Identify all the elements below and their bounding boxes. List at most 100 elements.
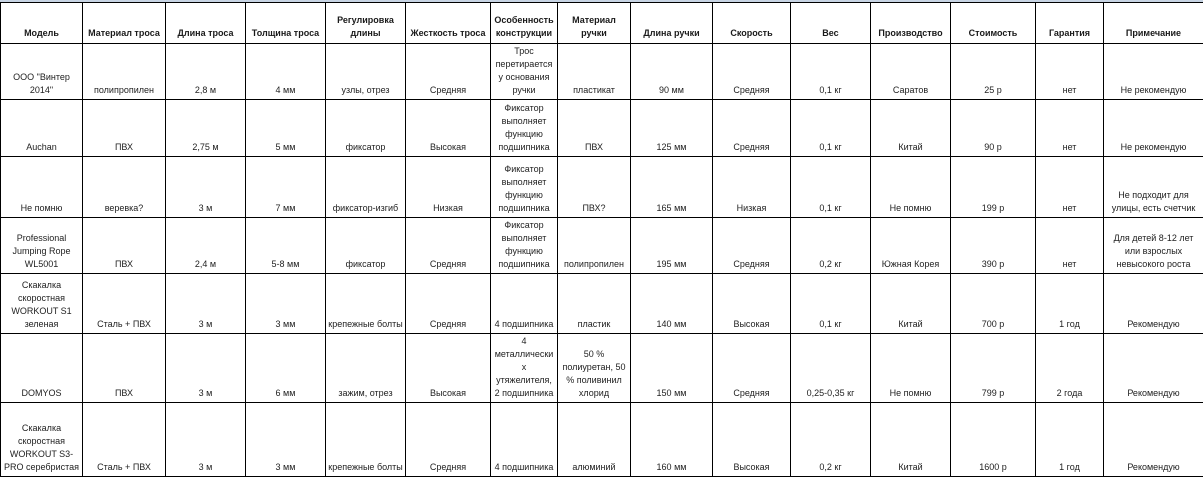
column-header-note[interactable]: Примечание <box>1104 3 1203 44</box>
cell-rope-thickness[interactable]: 4 мм <box>246 44 326 100</box>
column-header-cost[interactable]: Стоимость <box>951 3 1036 44</box>
cell-weight[interactable]: 0,1 кг <box>791 157 871 218</box>
cell-production[interactable]: Не помню <box>871 157 951 218</box>
cell-cost[interactable]: 390 р <box>951 218 1036 274</box>
column-header-weight[interactable]: Вес <box>791 3 871 44</box>
cell-handle-material[interactable]: алюминий <box>558 403 631 477</box>
cell-note[interactable]: Не подходит для улицы, есть счетчик <box>1104 157 1203 218</box>
column-header-length-adjustment[interactable]: Регулировка длины <box>326 3 406 44</box>
cell-rope-material[interactable]: полипропилен <box>83 44 166 100</box>
cell-speed[interactable]: Средняя <box>713 334 791 403</box>
cell-production[interactable]: Китай <box>871 100 951 157</box>
cell-length-adjustment[interactable]: фиксатор <box>326 100 406 157</box>
cell-warranty[interactable]: 2 года <box>1036 334 1104 403</box>
cell-construction-feature[interactable]: 4 подшипника <box>491 274 558 334</box>
cell-rope-stiffness[interactable]: Низкая <box>406 157 491 218</box>
cell-speed[interactable]: Низкая <box>713 157 791 218</box>
cell-length-adjustment[interactable]: фиксатор-изгиб <box>326 157 406 218</box>
cell-weight[interactable]: 0,1 кг <box>791 274 871 334</box>
cell-handle-material[interactable]: ПВХ? <box>558 157 631 218</box>
cell-note[interactable]: Для детей 8-12 лет или взрослых невысоко… <box>1104 218 1203 274</box>
cell-handle-material[interactable]: полипропилен <box>558 218 631 274</box>
cell-model[interactable]: DOMYOS <box>1 334 83 403</box>
cell-speed[interactable]: Средняя <box>713 44 791 100</box>
cell-handle-length[interactable]: 160 мм <box>631 403 713 477</box>
cell-handle-length[interactable]: 195 мм <box>631 218 713 274</box>
cell-construction-feature[interactable]: Фиксатор выполняет функцию подшипника <box>491 218 558 274</box>
cell-length-adjustment[interactable]: фиксатор <box>326 218 406 274</box>
column-header-production[interactable]: Производство <box>871 3 951 44</box>
cell-model[interactable]: Не помню <box>1 157 83 218</box>
cell-handle-length[interactable]: 165 мм <box>631 157 713 218</box>
cell-rope-stiffness[interactable]: Средняя <box>406 403 491 477</box>
cell-rope-material[interactable]: ПВХ <box>83 218 166 274</box>
cell-production[interactable]: Южная Корея <box>871 218 951 274</box>
cell-handle-length[interactable]: 125 мм <box>631 100 713 157</box>
cell-handle-material[interactable]: ПВХ <box>558 100 631 157</box>
cell-rope-thickness[interactable]: 7 мм <box>246 157 326 218</box>
column-header-handle-length[interactable]: Длина ручки <box>631 3 713 44</box>
cell-rope-length[interactable]: 3 м <box>166 157 246 218</box>
column-header-rope-thickness[interactable]: Толщина троса <box>246 3 326 44</box>
cell-rope-thickness[interactable]: 6 мм <box>246 334 326 403</box>
cell-length-adjustment[interactable]: крепежные болты <box>326 403 406 477</box>
cell-warranty[interactable]: 1 год <box>1036 403 1104 477</box>
cell-rope-material[interactable]: ПВХ <box>83 100 166 157</box>
cell-production[interactable]: Китай <box>871 274 951 334</box>
column-header-speed[interactable]: Скорость <box>713 3 791 44</box>
cell-rope-stiffness[interactable]: Средняя <box>406 44 491 100</box>
cell-note[interactable]: Рекомендую <box>1104 403 1203 477</box>
cell-speed[interactable]: Средняя <box>713 218 791 274</box>
cell-rope-stiffness[interactable]: Средняя <box>406 274 491 334</box>
cell-construction-feature[interactable]: 4 металлических утяжелителя, 2 подшипник… <box>491 334 558 403</box>
cell-rope-length[interactable]: 3 м <box>166 334 246 403</box>
cell-rope-thickness[interactable]: 5 мм <box>246 100 326 157</box>
cell-cost[interactable]: 700 р <box>951 274 1036 334</box>
cell-cost[interactable]: 799 р <box>951 334 1036 403</box>
cell-model[interactable]: Скакалка скоростная WORKOUT S3-PRO сереб… <box>1 403 83 477</box>
cell-rope-length[interactable]: 2,75 м <box>166 100 246 157</box>
cell-model[interactable]: ООО "Винтер 2014" <box>1 44 83 100</box>
cell-speed[interactable]: Высокая <box>713 274 791 334</box>
cell-handle-length[interactable]: 150 мм <box>631 334 713 403</box>
cell-handle-material[interactable]: 50 % полиуретан, 50 % поливинил хлорид <box>558 334 631 403</box>
column-header-rope-length[interactable]: Длина троса <box>166 3 246 44</box>
cell-production[interactable]: Китай <box>871 403 951 477</box>
cell-rope-material[interactable]: веревка? <box>83 157 166 218</box>
cell-speed[interactable]: Высокая <box>713 403 791 477</box>
column-header-model[interactable]: Модель <box>1 3 83 44</box>
cell-rope-thickness[interactable]: 5-8 мм <box>246 218 326 274</box>
cell-rope-length[interactable]: 2,4 м <box>166 218 246 274</box>
cell-length-adjustment[interactable]: крепежные болты <box>326 274 406 334</box>
cell-cost[interactable]: 90 р <box>951 100 1036 157</box>
cell-rope-length[interactable]: 2,8 м <box>166 44 246 100</box>
cell-note[interactable]: Не рекомендую <box>1104 44 1203 100</box>
cell-rope-material[interactable]: Сталь + ПВХ <box>83 274 166 334</box>
cell-rope-length[interactable]: 3 м <box>166 403 246 477</box>
cell-model[interactable]: Скакалка скоростная WORKOUT S1 зеленая <box>1 274 83 334</box>
cell-length-adjustment[interactable]: узлы, отрез <box>326 44 406 100</box>
cell-construction-feature[interactable]: Трос перетирается у основания ручки <box>491 44 558 100</box>
column-header-rope-stiffness[interactable]: Жесткость троса <box>406 3 491 44</box>
cell-warranty[interactable]: нет <box>1036 100 1104 157</box>
cell-handle-length[interactable]: 140 мм <box>631 274 713 334</box>
cell-length-adjustment[interactable]: зажим, отрез <box>326 334 406 403</box>
cell-note[interactable]: Рекомендую <box>1104 274 1203 334</box>
cell-construction-feature[interactable]: Фиксатор выполняет функцию подшипника <box>491 100 558 157</box>
cell-rope-thickness[interactable]: 3 мм <box>246 403 326 477</box>
cell-weight[interactable]: 0,2 кг <box>791 403 871 477</box>
cell-handle-material[interactable]: пластик <box>558 274 631 334</box>
cell-model[interactable]: Professional Jumping Rope WL5001 <box>1 218 83 274</box>
cell-note[interactable]: Не рекомендую <box>1104 100 1203 157</box>
cell-cost[interactable]: 1600 р <box>951 403 1036 477</box>
cell-rope-stiffness[interactable]: Высокая <box>406 100 491 157</box>
cell-rope-thickness[interactable]: 3 мм <box>246 274 326 334</box>
cell-weight[interactable]: 0,1 кг <box>791 100 871 157</box>
cell-rope-material[interactable]: Сталь + ПВХ <box>83 403 166 477</box>
column-header-warranty[interactable]: Гарантия <box>1036 3 1104 44</box>
cell-rope-length[interactable]: 3 м <box>166 274 246 334</box>
cell-handle-length[interactable]: 90 мм <box>631 44 713 100</box>
cell-cost[interactable]: 199 р <box>951 157 1036 218</box>
cell-speed[interactable]: Средняя <box>713 100 791 157</box>
cell-construction-feature[interactable]: 4 подшипника <box>491 403 558 477</box>
